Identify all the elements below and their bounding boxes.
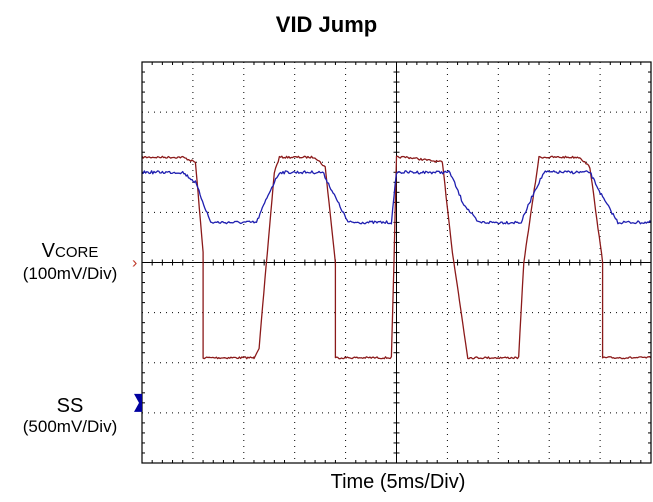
- grid: [142, 62, 651, 463]
- ss-name: SS: [56, 395, 84, 417]
- x-axis-label: Time (5ms/Div): [330, 471, 466, 493]
- vcore-channel-label: VCORE (100mV/Div): [0, 240, 140, 284]
- plot-frame: [141, 61, 652, 464]
- ss-scale: (500mV/Div): [22, 417, 118, 436]
- vcore-level-marker: ›: [132, 255, 137, 272]
- chart-title: VID Jump: [275, 12, 378, 37]
- vcore-scale: (100mV/Div): [22, 264, 118, 283]
- vcore-name: VCORE: [41, 240, 99, 262]
- trace-vcore: [141, 170, 652, 225]
- ss-level-marker: [134, 393, 142, 412]
- ss-channel-label: SS (500mV/Div): [0, 395, 140, 437]
- traces: [141, 155, 652, 360]
